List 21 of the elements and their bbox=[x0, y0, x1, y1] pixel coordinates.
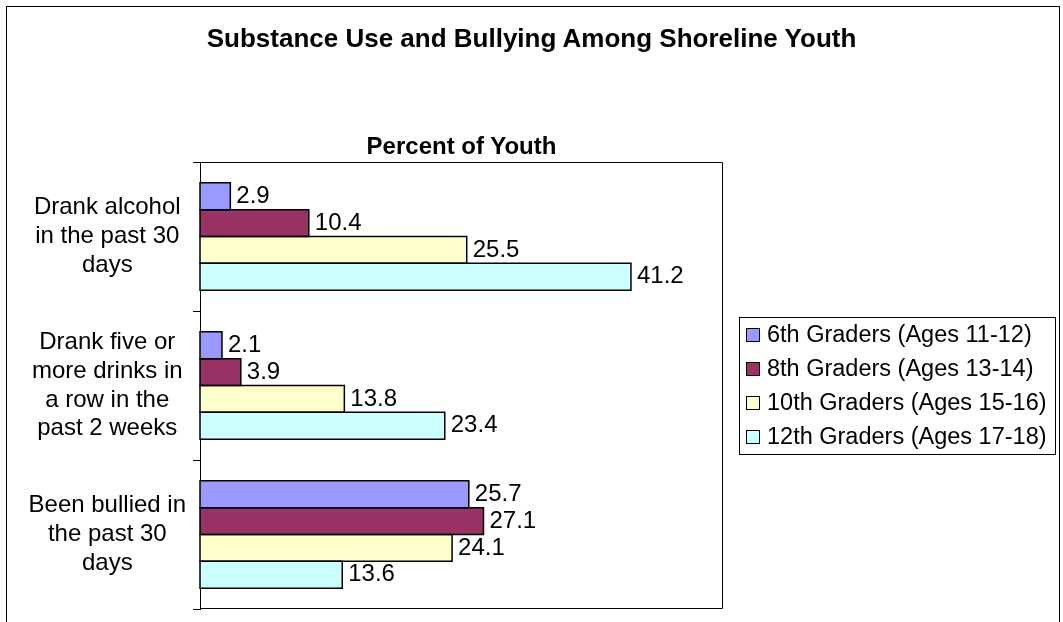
data-label: 13.6 bbox=[348, 559, 395, 587]
data-label: 25.7 bbox=[474, 478, 522, 506]
data-label: 3.9 bbox=[246, 356, 281, 384]
data-label: 25.5 bbox=[472, 234, 520, 262]
data-label: 41.2 bbox=[636, 261, 684, 289]
data-label: 13.8 bbox=[350, 383, 398, 411]
data-label: 24.1 bbox=[458, 532, 505, 560]
legend-label: 8th Graders (Ages 13-14) bbox=[767, 355, 1034, 382]
y-tick-label: Drank alcohol in the past 30 days bbox=[33, 192, 181, 277]
legend-label: 12th Graders (Ages 17-18) bbox=[767, 423, 1047, 450]
x-axis-title: Percent of Youth bbox=[366, 132, 557, 160]
data-label: 27.1 bbox=[489, 505, 537, 533]
data-label: 2.9 bbox=[236, 180, 270, 208]
legend-label: 6th Graders (Ages 11-12) bbox=[767, 321, 1032, 348]
data-label: 10.4 bbox=[314, 207, 362, 235]
data-label: 23.4 bbox=[450, 410, 498, 438]
y-tick-label: Drank five or more drinks in a row in the past 2 weeks bbox=[31, 326, 183, 441]
y-tick-label: Been bullied in the past 30 days bbox=[28, 490, 186, 575]
data-label: 2.1 bbox=[227, 329, 262, 357]
legend-label: 10th Graders (Ages 15-16) bbox=[767, 389, 1047, 416]
chart-title: Substance Use and Bullying Among Shoreline Youth bbox=[206, 22, 857, 53]
